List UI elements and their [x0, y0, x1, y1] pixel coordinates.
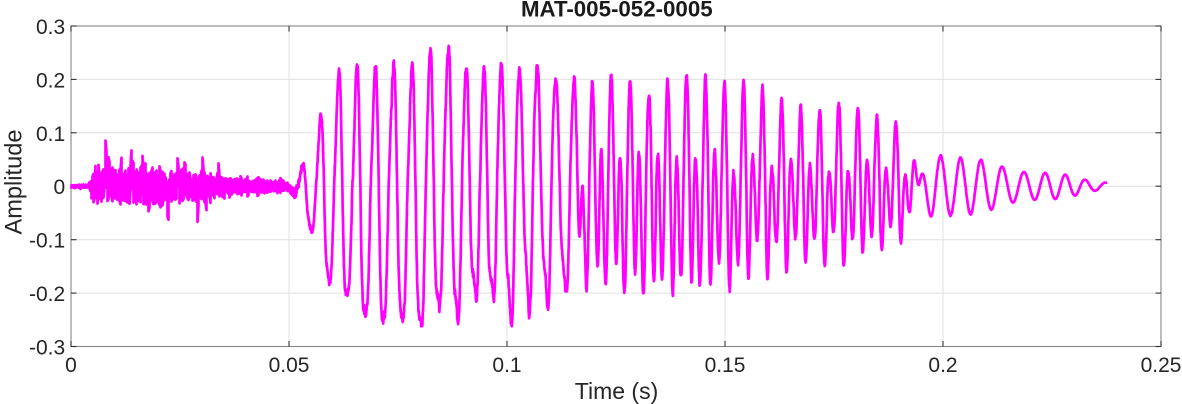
svg-text:0.15: 0.15	[705, 354, 746, 377]
svg-text:0.1: 0.1	[492, 354, 521, 377]
svg-text:0: 0	[54, 176, 66, 199]
svg-text:Amplitude: Amplitude	[2, 130, 28, 235]
svg-text:0.3: 0.3	[36, 16, 65, 39]
svg-text:0.25: 0.25	[1141, 354, 1182, 377]
svg-text:0.2: 0.2	[36, 69, 65, 92]
svg-text:-0.2: -0.2	[29, 283, 65, 306]
svg-text:-0.1: -0.1	[29, 230, 65, 253]
svg-text:Time (s): Time (s)	[575, 378, 658, 404]
svg-text:-0.3: -0.3	[29, 337, 65, 360]
svg-text:MAT-005-052-0005: MAT-005-052-0005	[521, 0, 713, 22]
svg-text:0: 0	[65, 354, 77, 377]
svg-text:0.2: 0.2	[928, 354, 957, 377]
svg-text:0.05: 0.05	[269, 354, 310, 377]
svg-text:0.1: 0.1	[36, 123, 65, 146]
